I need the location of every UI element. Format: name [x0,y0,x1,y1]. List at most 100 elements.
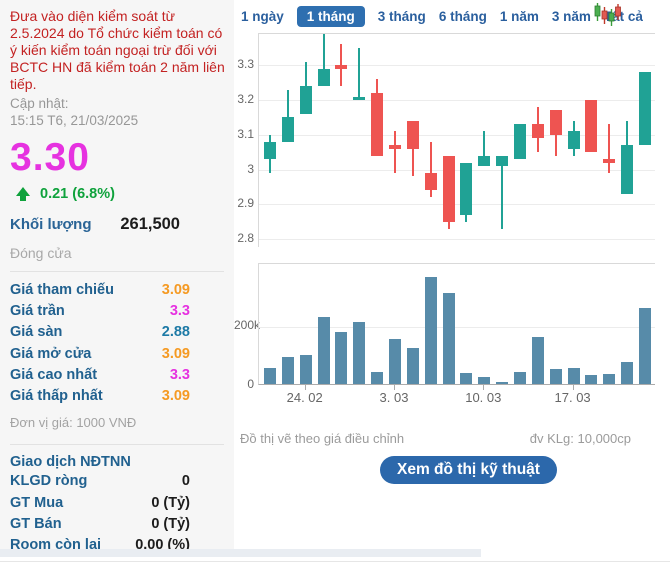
session-status: Đóng cửa [10,245,72,261]
price-info-row: Giá trần 3.3 [10,300,190,321]
candle-wick-down [394,131,396,173]
candle-body-down [585,100,598,153]
candle-body-up [621,145,634,194]
foreign-trading-value: 0 [181,473,190,490]
volume-ytick: 0 [247,377,254,391]
price-info-value: 3.3 [169,366,190,383]
price-unit-note: Đơn vị giá: 1000 VNĐ [10,414,137,430]
candle-body-down [406,120,419,149]
volume-bar [389,339,401,384]
foreign-trading-row: GT Mua 0 (Tỷ) [10,492,190,513]
date-tick-label: 17. 03 [554,390,591,405]
candle-body-down [603,159,616,163]
price-info-row: Giá thấp nhất 3.09 [10,385,190,406]
tab-1-tháng[interactable]: 1 tháng [296,5,365,27]
price-ytick: 3.2 [237,92,254,106]
tab-1-năm[interactable]: 1 năm [499,8,539,24]
price-info-row: Giá sàn 2.88 [10,322,190,343]
foreign-trading-value: 0 (Tỷ) [151,516,190,533]
tab-1-ngày[interactable]: 1 ngày [241,8,284,24]
candle-body-down [442,155,455,222]
volume-bar [264,368,276,384]
price-change-row: 0.21 (6.8%) [16,186,226,202]
volume-label: Khối lượng [10,216,92,233]
foreign-trading-title: Giao dịch NĐTNN [10,453,131,470]
price-ytick: 2.8 [237,231,254,245]
price-ytick: 3.1 [237,126,254,141]
price-ytick: 2.9 [237,196,254,211]
date-tick-label: 10. 03 [465,390,502,405]
chart-panel: 1 ngày 1 tháng 3 tháng 6 tháng 1 năm 3 năm Tất… [234,0,670,567]
price-info-row: Giá mở cửa 3.09 [10,343,190,364]
candlestick-chart[interactable] [258,33,655,247]
volume-bar [549,368,562,384]
volume-bar [460,372,473,384]
divider [10,443,224,445]
candle-body-up [353,96,366,100]
price-info-value: 3.3 [169,302,190,319]
candle-wick-down [340,44,343,87]
price-gridline [259,134,655,136]
candle-body-up [496,155,509,166]
volume-bar [424,276,437,384]
volume-bar [531,336,544,384]
volume-bar [567,367,580,384]
volume-bar [281,357,294,384]
volume-bar [514,371,526,384]
price-info-value: 3.09 [161,281,190,298]
volume-chart[interactable] [258,263,655,385]
volume-bar [353,322,366,384]
candle-body-down [531,124,544,139]
foreign-trading-value: 0 (Tỷ) [151,494,190,511]
price-info-value: 2.88 [161,324,190,341]
adjusted-price-note: Đồ thị vẽ theo giá điều chỉnh [240,431,405,446]
volume-bar [639,307,651,384]
price-info-value: 3.09 [161,345,190,362]
price-info-label: Giá tham chiếu [10,281,114,298]
technical-chart-button[interactable]: Xem đồ thị kỹ thuật [380,456,557,484]
volume-bar [585,375,598,384]
volume-bar [406,348,419,384]
candle-wick-up [501,155,504,229]
candle-body-up [478,155,491,166]
foreign-trading-label: GT Mua [10,494,64,511]
candle-body-down [335,65,348,69]
volume-bar [317,317,330,384]
price-gridline [259,100,655,101]
candle-body-up [514,124,526,159]
volume-ytick: 200k [234,317,261,332]
candle-wick-up [483,131,486,166]
candle-body-up [460,162,473,215]
price-info-label: Giá thấp nhất [10,388,103,405]
tab-3-tháng[interactable]: 3 tháng [377,8,426,24]
stock-info-sidebar: Đưa vào diện kiểm soát từ 2.5.2024 do Tổ… [0,0,234,557]
candle-wick-down [608,124,611,173]
date-tick-label: 3. 03 [379,390,409,405]
tab-3-năm[interactable]: 3 năm [551,8,591,24]
update-time: Cập nhật: 15:15 T6, 21/03/2025 [10,95,226,129]
foreign-trading-label: KLGD ròng [10,473,88,490]
price-info-row: Giá cao nhất 3.3 [10,364,190,385]
period-tabs: 1 ngày 1 tháng 3 tháng 6 tháng 1 năm 3 năm Tất… [241,5,643,27]
up-arrow-icon [16,186,31,202]
candle-body-down [549,110,562,135]
volume-gridline [259,326,655,328]
date-tick-mark [483,385,485,390]
candlestick-chart-icon[interactable] [594,2,621,27]
volume-row: Khối lượng 261,500 [10,215,226,234]
foreign-trading-label: GT Bán [10,516,62,533]
price-info-row: Giá tham chiếu 3.09 [10,279,190,300]
divider [0,561,670,562]
tab-6-tháng[interactable]: 6 tháng [438,8,487,24]
price-info-label: Giá trần [10,302,65,319]
candle-wick-up [322,34,325,87]
divider [10,271,224,272]
price-gridline [259,204,655,206]
candle-wick-down [429,141,432,198]
update-time-label: Cập nhật: [10,96,69,111]
next-section-strip [0,549,481,557]
price-info-table: Giá tham chiếu 3.09 Giá trần 3.3 Giá sàn 2.88… [10,279,226,407]
candle-body-up [299,86,312,114]
price-gridline [259,65,655,67]
foreign-trading-row: KLGD ròng 0 [10,471,190,492]
